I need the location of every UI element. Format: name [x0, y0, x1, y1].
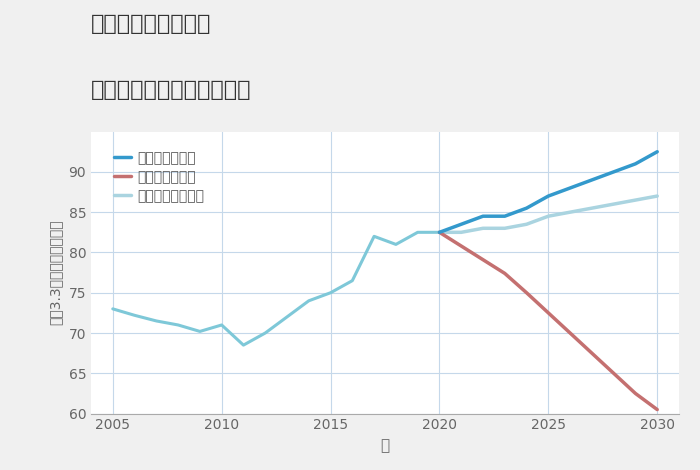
Line: バッドシナリオ: バッドシナリオ [440, 232, 657, 409]
Text: 福岡県福工大前駅の: 福岡県福工大前駅の [91, 14, 211, 34]
グッドシナリオ [544, 193, 552, 199]
ノーマルシナリオ [435, 229, 444, 235]
ノーマルシナリオ [544, 213, 552, 219]
グッドシナリオ [653, 149, 662, 155]
グッドシナリオ [500, 213, 509, 219]
バッドシナリオ [631, 391, 640, 396]
ノーマルシナリオ [610, 201, 618, 207]
ノーマルシナリオ [479, 226, 487, 231]
バッドシナリオ [566, 330, 574, 336]
バッドシナリオ [588, 350, 596, 356]
ノーマルシナリオ [566, 209, 574, 215]
バッドシナリオ [479, 257, 487, 263]
ノーマルシナリオ [588, 205, 596, 211]
ノーマルシナリオ [457, 229, 466, 235]
バッドシナリオ [500, 271, 509, 276]
グッドシナリオ [588, 177, 596, 183]
X-axis label: 年: 年 [380, 438, 390, 453]
グッドシナリオ [435, 229, 444, 235]
ノーマルシナリオ [631, 197, 640, 203]
バッドシナリオ [544, 310, 552, 316]
Legend: グッドシナリオ, バッドシナリオ, ノーマルシナリオ: グッドシナリオ, バッドシナリオ, ノーマルシナリオ [110, 147, 209, 207]
バッドシナリオ [610, 370, 618, 376]
ノーマルシナリオ [500, 226, 509, 231]
Text: 中古マンションの価格推移: 中古マンションの価格推移 [91, 80, 251, 100]
ノーマルシナリオ [653, 193, 662, 199]
バッドシナリオ [457, 243, 466, 249]
Line: グッドシナリオ: グッドシナリオ [440, 152, 657, 232]
グッドシナリオ [457, 221, 466, 227]
Line: ノーマルシナリオ: ノーマルシナリオ [440, 196, 657, 232]
バッドシナリオ [653, 407, 662, 412]
Y-axis label: 坤（3.3㎡）単価（万円）: 坤（3.3㎡）単価（万円） [49, 220, 63, 325]
グッドシナリオ [610, 169, 618, 175]
バッドシナリオ [522, 290, 531, 296]
グッドシナリオ [479, 213, 487, 219]
ノーマルシナリオ [522, 221, 531, 227]
グッドシナリオ [566, 185, 574, 191]
グッドシナリオ [522, 205, 531, 211]
バッドシナリオ [435, 229, 444, 235]
グッドシナリオ [631, 161, 640, 167]
